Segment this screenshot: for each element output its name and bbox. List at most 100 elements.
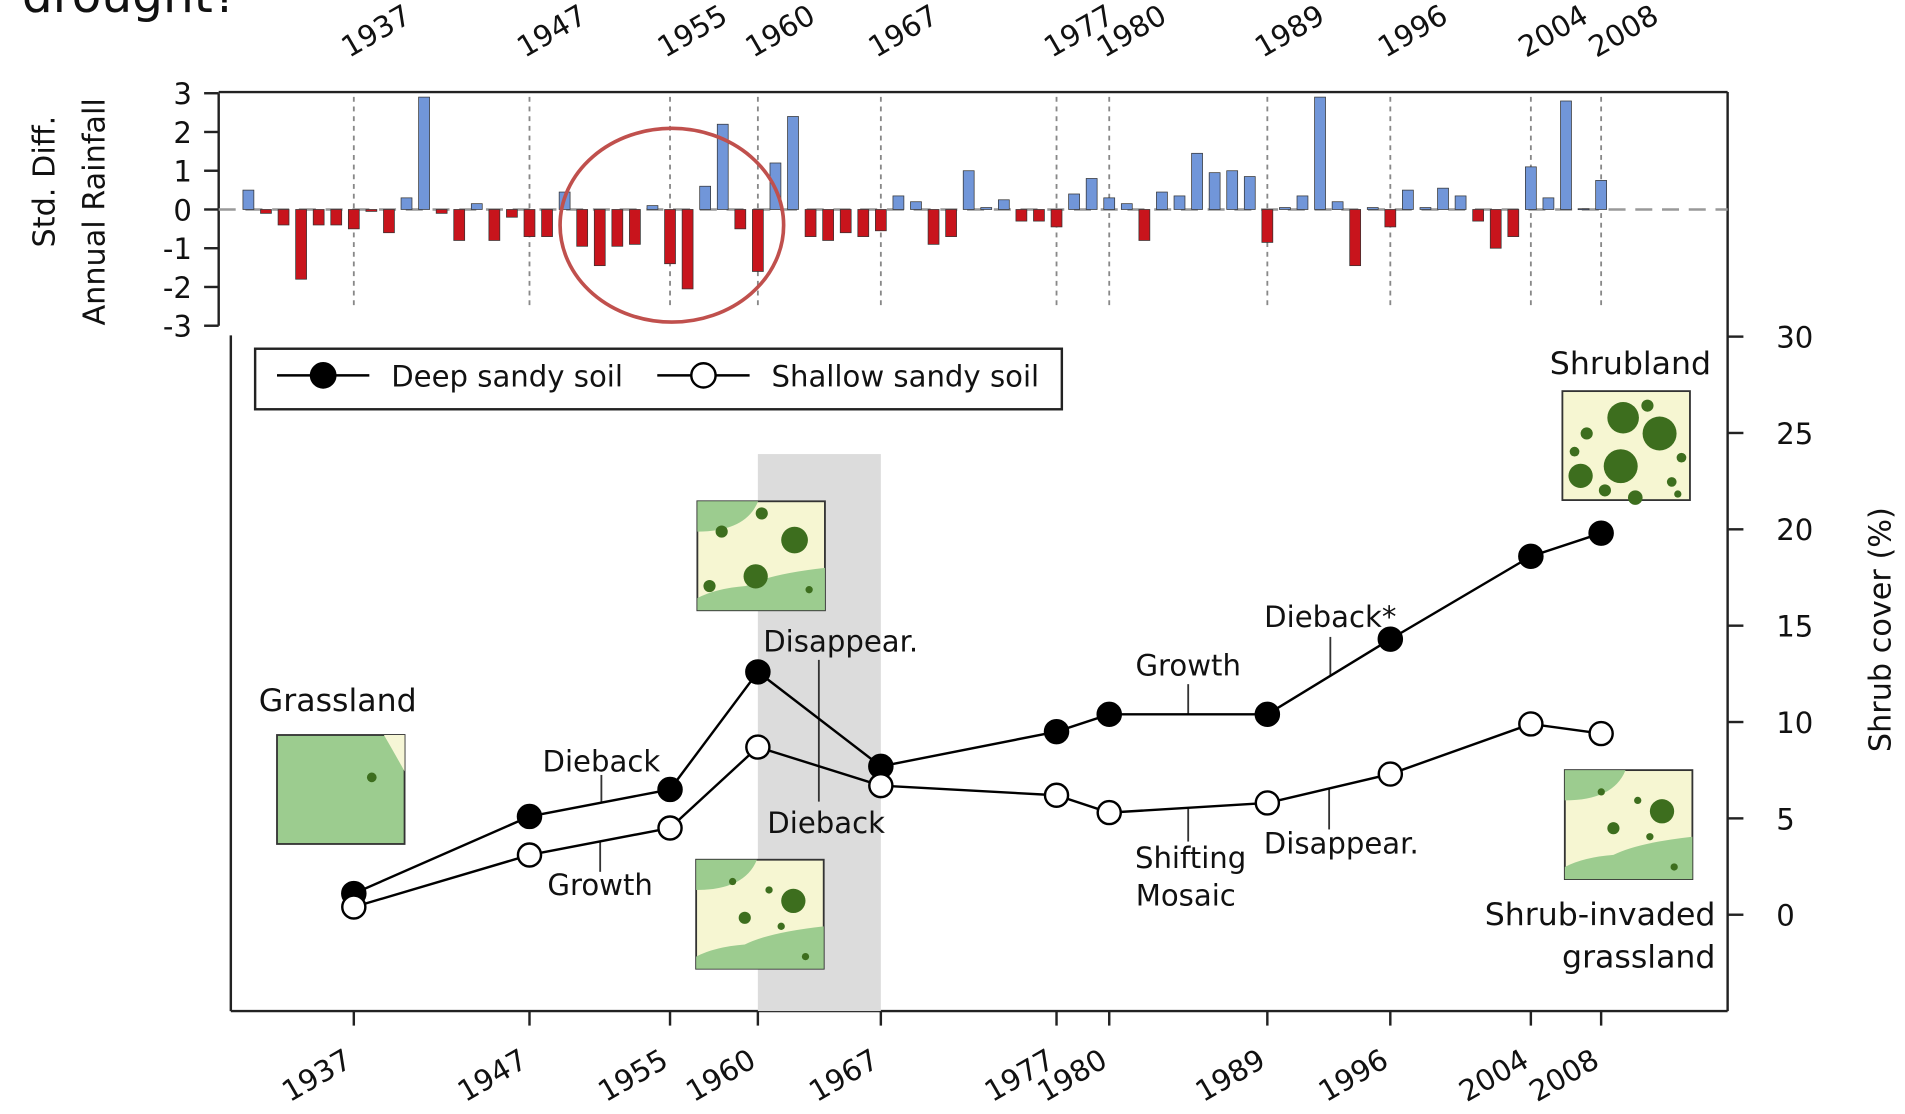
x-tick-label: 1937 bbox=[276, 1042, 357, 1108]
bar bbox=[1016, 209, 1027, 221]
icon-shrub bbox=[739, 912, 751, 924]
bar bbox=[1508, 209, 1519, 236]
y-axis-label: Shrub cover (%) bbox=[1863, 507, 1898, 752]
series-point bbox=[869, 774, 892, 797]
bar bbox=[524, 209, 535, 236]
x-tick-label: 1955 bbox=[592, 1042, 673, 1108]
icon-shrub bbox=[744, 564, 768, 588]
bar bbox=[1192, 153, 1203, 209]
bar bbox=[682, 209, 693, 288]
bar bbox=[471, 204, 482, 210]
y-tick-label: 0 bbox=[1776, 899, 1795, 933]
bar bbox=[1332, 202, 1343, 210]
x-tick-label: 1967 bbox=[803, 1042, 884, 1108]
series-point bbox=[1098, 703, 1121, 726]
bar bbox=[981, 208, 992, 210]
x-tick-label: 1947 bbox=[452, 1042, 533, 1108]
bar bbox=[1420, 208, 1431, 210]
y-tick-label: 25 bbox=[1776, 417, 1813, 451]
series-point bbox=[1590, 722, 1613, 745]
x-tick-label: 1955 bbox=[652, 0, 733, 64]
landscape-icon bbox=[696, 860, 824, 969]
y-tick-label: 5 bbox=[1776, 802, 1795, 836]
bar bbox=[506, 209, 517, 217]
bar bbox=[1315, 97, 1326, 209]
bar bbox=[788, 116, 799, 209]
legend-marker bbox=[311, 363, 335, 387]
bar bbox=[261, 209, 272, 213]
annotation: Shifting bbox=[1135, 841, 1246, 875]
icon-shrub bbox=[1677, 453, 1687, 463]
bar bbox=[875, 209, 886, 230]
bar bbox=[331, 209, 342, 224]
icon-shrub bbox=[1628, 490, 1643, 505]
legend: Deep sandy soilShallow sandy soil bbox=[255, 349, 1062, 410]
bar bbox=[577, 209, 588, 246]
x-tick-label: 1989 bbox=[1190, 1042, 1271, 1108]
y-tick-label: 2 bbox=[173, 116, 192, 150]
bar bbox=[1069, 194, 1080, 209]
icon-shrub bbox=[1646, 833, 1653, 840]
bar bbox=[594, 209, 605, 265]
page: {"heading": "drought?", "chart_data": [ … bbox=[0, 0, 1905, 1114]
bar bbox=[1596, 180, 1607, 209]
icon-shrub bbox=[781, 889, 805, 913]
series-point bbox=[518, 843, 541, 866]
y-tick-label: 10 bbox=[1776, 706, 1813, 740]
series-point bbox=[1519, 712, 1542, 735]
x-tick-label: 1960 bbox=[739, 0, 820, 64]
series-point bbox=[658, 817, 681, 840]
bar bbox=[998, 200, 1009, 210]
icon-shrub bbox=[805, 586, 812, 593]
bar bbox=[1104, 198, 1115, 210]
icon-shrub bbox=[1650, 799, 1674, 823]
y-axis-label: Annual Rainfall bbox=[77, 98, 112, 325]
annotation: Grassland bbox=[259, 683, 417, 719]
bar bbox=[858, 209, 869, 236]
annotation: Disappear. bbox=[1264, 827, 1419, 861]
icon-shrub bbox=[765, 886, 772, 893]
icon-shrub bbox=[729, 878, 736, 885]
icon-shrub bbox=[1634, 797, 1641, 804]
y-tick-label: -1 bbox=[163, 232, 192, 266]
icon-shrub bbox=[781, 527, 808, 554]
bar bbox=[1543, 198, 1554, 210]
bar bbox=[805, 209, 816, 236]
annotation: grassland bbox=[1562, 940, 1715, 976]
annotation: Dieback* bbox=[1264, 600, 1396, 634]
bar bbox=[1473, 209, 1484, 221]
heading: drought? bbox=[22, 0, 239, 24]
x-tick-label: 2008 bbox=[1583, 0, 1664, 64]
series-point bbox=[746, 660, 769, 683]
annotation: Shrubland bbox=[1550, 346, 1711, 382]
bar bbox=[348, 209, 359, 228]
bar bbox=[1121, 204, 1132, 210]
bar bbox=[1174, 196, 1185, 210]
bar bbox=[946, 209, 957, 236]
bar bbox=[612, 209, 623, 246]
bar bbox=[735, 209, 746, 228]
series-point bbox=[1379, 763, 1402, 786]
x-tick-label: 1996 bbox=[1372, 0, 1453, 64]
icon-shrub bbox=[1570, 447, 1580, 457]
icon-shrub bbox=[1599, 484, 1611, 496]
bar bbox=[1455, 196, 1466, 210]
annotation: Dieback bbox=[767, 806, 885, 840]
y-tick-label: 30 bbox=[1776, 321, 1813, 355]
bar bbox=[629, 209, 640, 244]
icon-shrub bbox=[1581, 427, 1593, 439]
series-point bbox=[1256, 791, 1279, 814]
icon-shrub bbox=[1671, 863, 1678, 870]
x-tick-label: 2008 bbox=[1523, 1042, 1604, 1108]
legend-marker bbox=[691, 363, 715, 387]
bar bbox=[1033, 209, 1044, 221]
bar bbox=[1578, 209, 1589, 210]
bar bbox=[1209, 173, 1220, 210]
bar bbox=[665, 209, 676, 263]
bar bbox=[313, 209, 324, 224]
x-tick-label: 1996 bbox=[1313, 1042, 1394, 1108]
legend-label: Shallow sandy soil bbox=[771, 359, 1039, 393]
bar bbox=[401, 198, 412, 210]
bar bbox=[383, 209, 394, 232]
series-point bbox=[1045, 784, 1068, 807]
